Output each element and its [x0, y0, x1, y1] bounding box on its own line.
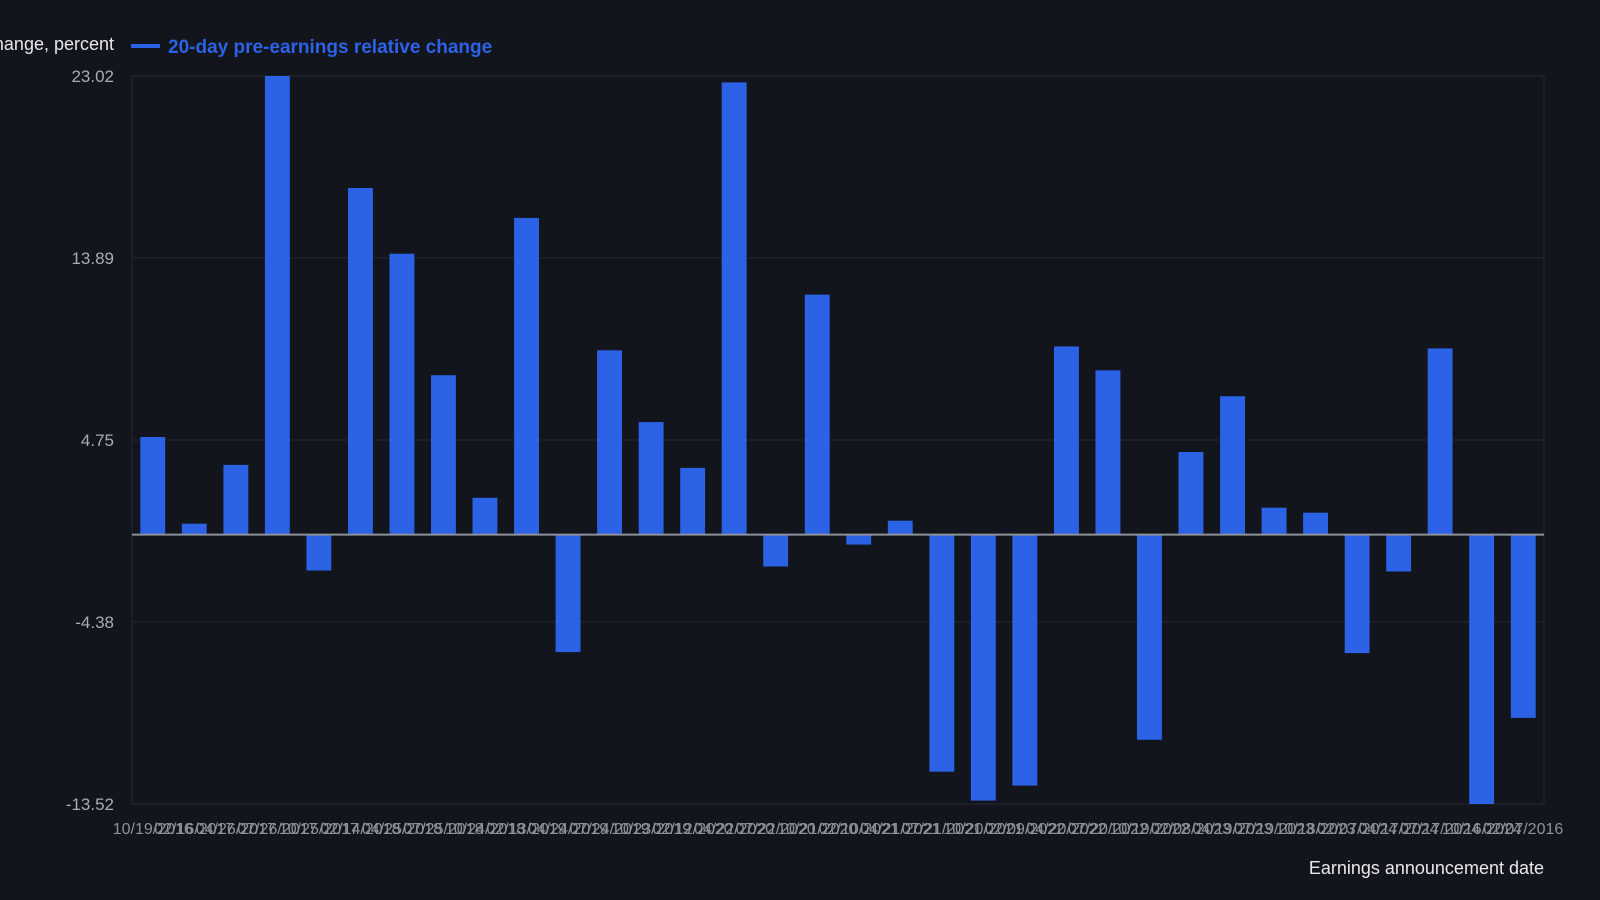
bar[interactable]	[597, 350, 622, 535]
bar[interactable]	[804, 294, 830, 535]
x-tick-label: 10/16/2024	[1442, 821, 1522, 838]
x-axis-title: Earnings announcement date	[1309, 858, 1544, 878]
x-tick-label: 07/21/2021	[902, 821, 982, 838]
x-tick-label: 10/19/2022	[1109, 821, 1189, 838]
x-tick-label: 10/25/2017	[279, 821, 359, 838]
bar[interactable]	[1427, 348, 1453, 535]
y-tick-label: -4.38	[75, 613, 114, 632]
bar[interactable]	[348, 188, 373, 535]
x-tick-label: 04/22/2020	[694, 821, 774, 838]
x-tick-label: 07/26/2017	[237, 821, 317, 838]
bar[interactable]	[555, 534, 581, 653]
bar[interactable]	[846, 534, 872, 545]
bar[interactable]	[887, 520, 913, 535]
bar[interactable]	[264, 76, 290, 535]
x-axis-ticks: 10/19/201602/16/201704/26/201707/26/2017…	[113, 821, 1564, 838]
bar[interactable]	[223, 464, 249, 535]
bar[interactable]	[1054, 346, 1079, 535]
x-tick-label: 07/22/2020	[736, 821, 816, 838]
bar[interactable]	[1344, 534, 1370, 654]
x-tick-label: 02/14/2018	[320, 821, 400, 838]
bar[interactable]	[306, 534, 332, 571]
bar[interactable]	[1303, 512, 1328, 535]
x-tick-label: 07/19/2023	[1234, 821, 1314, 838]
y-tick-label: -13.52	[66, 795, 114, 814]
x-tick-label: 02/09/2022	[985, 821, 1065, 838]
bar[interactable]	[1220, 396, 1245, 535]
bar[interactable]	[970, 534, 996, 801]
x-tick-label: 10/18/2023	[1276, 821, 1356, 838]
y-tick-label: 13.89	[71, 249, 114, 268]
bar[interactable]	[1510, 534, 1536, 718]
bar[interactable]	[431, 375, 456, 535]
legend[interactable]: 20-day pre-earnings relative change	[131, 37, 492, 58]
x-tick-label: 07/24/2019	[570, 821, 650, 838]
bar[interactable]	[514, 217, 539, 535]
x-tick-label: 07/20/2022	[1068, 821, 1148, 838]
x-tick-label: 10/19/2016	[113, 821, 193, 838]
x-tick-label: 04/17/2024	[1359, 821, 1439, 838]
x-tick-label: 04/24/2019	[528, 821, 608, 838]
bar[interactable]	[1012, 534, 1038, 786]
x-tick-label: 04/20/2022	[1026, 821, 1106, 838]
x-tick-label: 02/07/2024	[1317, 821, 1397, 838]
bar[interactable]	[763, 534, 789, 567]
x-tick-label: 04/21/2021	[860, 821, 940, 838]
bar[interactable]	[1261, 507, 1287, 535]
y-axis-title: Change, percent	[0, 34, 114, 54]
bar[interactable]	[680, 467, 706, 535]
bar[interactable]	[638, 422, 664, 535]
x-tick-label: 10/21/2020	[777, 821, 857, 838]
x-tick-label: 02/16/2017	[154, 821, 234, 838]
bar[interactable]	[721, 82, 747, 535]
y-axis-ticks: 23.02 13.89 4.75 -4.38 -13.52	[66, 67, 114, 814]
x-tick-label: 02/10/2021	[819, 821, 899, 838]
bar[interactable]	[1137, 534, 1162, 740]
x-tick-label: 10/24/2018	[445, 821, 525, 838]
x-tick-label: 02/07/2016	[1483, 821, 1563, 838]
y-tick-label: 23.02	[71, 67, 114, 86]
x-tick-label: 04/25/2018	[362, 821, 442, 838]
bar[interactable]	[1095, 370, 1121, 535]
x-tick-label: 07/17/2024	[1400, 821, 1480, 838]
bar[interactable]	[1178, 452, 1204, 535]
x-tick-label: 02/13/2019	[486, 821, 566, 838]
bar[interactable]	[472, 497, 498, 535]
x-tick-label: 02/12/2020	[653, 821, 733, 838]
x-tick-label: 04/26/2017	[196, 821, 276, 838]
x-tick-label: 07/25/2018	[403, 821, 483, 838]
bar[interactable]	[1386, 534, 1412, 572]
bars	[140, 76, 1536, 804]
bar[interactable]	[181, 523, 207, 535]
x-tick-label: 10/20/2021	[943, 821, 1023, 838]
y-tick-label: 4.75	[81, 431, 114, 450]
x-tick-label: 02/08/2023	[1151, 821, 1231, 838]
x-tick-label: 04/19/2023	[1192, 821, 1272, 838]
bar[interactable]	[389, 253, 415, 535]
legend-label: 20-day pre-earnings relative change	[168, 37, 492, 58]
bar[interactable]	[1469, 534, 1495, 804]
grid-lines	[131, 75, 1545, 805]
x-tick-label: 10/23/2019	[611, 821, 691, 838]
bar[interactable]	[929, 534, 955, 772]
bar[interactable]	[140, 437, 166, 535]
